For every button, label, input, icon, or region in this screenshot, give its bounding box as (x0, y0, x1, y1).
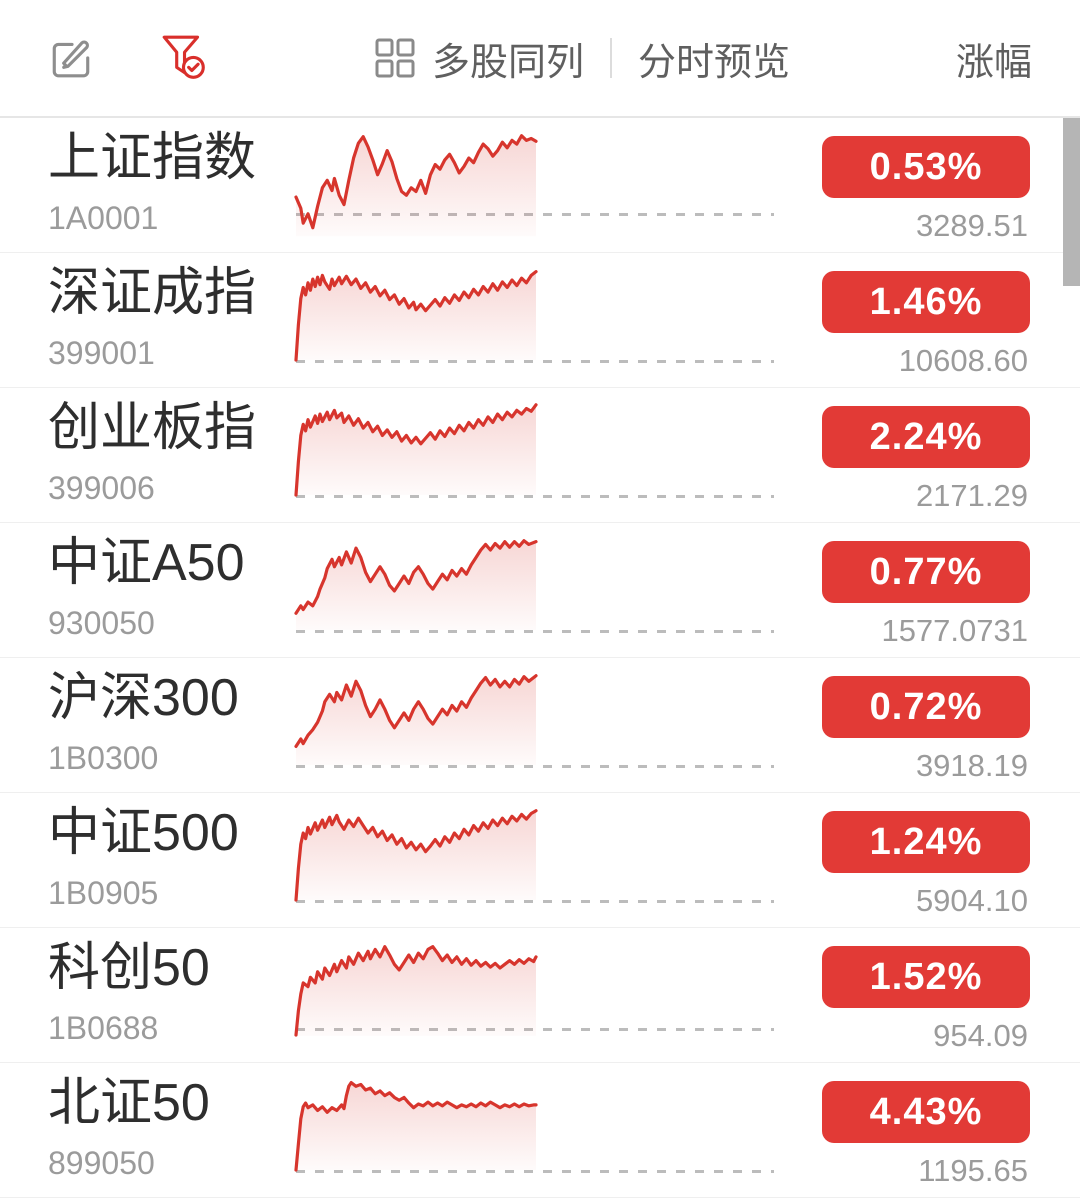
index-name: 科创50 (48, 939, 210, 997)
index-last-value: 1577.0731 (881, 613, 1028, 648)
change-percent-badge[interactable]: 0.77% (822, 541, 1030, 603)
index-last-value: 954.09 (933, 1018, 1028, 1053)
change-percent-badge[interactable]: 2.24% (822, 406, 1030, 468)
baseline-dash-line (296, 1170, 774, 1173)
baseline-dash-line (296, 495, 774, 498)
change-percent-badge[interactable]: 1.52% (822, 946, 1030, 1008)
index-row[interactable]: 科创50 1B0688 1.52% 954.09 (0, 928, 1080, 1063)
index-row[interactable]: 深证成指 399001 1.46% 10608.60 (0, 253, 1080, 388)
index-code: 399006 (48, 470, 155, 506)
change-percent-badge[interactable]: 0.72% (822, 676, 1030, 738)
multi-column-grid-icon (375, 38, 415, 78)
index-code: 899050 (48, 1145, 155, 1181)
index-last-value: 2171.29 (915, 478, 1028, 513)
baseline-dash-line (296, 765, 774, 768)
index-name: 中证A50 (48, 534, 245, 592)
filter-button[interactable] (160, 33, 208, 83)
index-code: 399001 (48, 335, 155, 371)
index-code: 1B0688 (48, 1010, 159, 1046)
toolbar-divider (609, 38, 612, 78)
change-percent-badge[interactable]: 0.53% (822, 136, 1030, 198)
index-row[interactable]: 上证指数 1A0001 0.53% 3289.51 (0, 118, 1080, 253)
baseline-dash-line (296, 630, 774, 633)
index-name: 沪深300 (48, 669, 239, 727)
index-last-value: 1195.65 (918, 1153, 1028, 1188)
sparkline-chart (296, 402, 536, 508)
index-list: 上证指数 1A0001 0.53% 3289.51 深证成指 399001 1.… (0, 118, 1080, 1198)
index-row[interactable]: 北证50 899050 4.43% 1195.65 (0, 1063, 1080, 1198)
index-last-value: 5904.10 (915, 883, 1028, 918)
sparkline-chart (296, 672, 536, 765)
index-name: 中证500 (48, 804, 239, 862)
index-code: 1B0300 (48, 740, 159, 776)
sparkline-chart (296, 1077, 536, 1183)
index-name: 深证成指 (48, 264, 257, 322)
sparkline-chart (296, 132, 536, 237)
intraday-label: 分时预览 (637, 41, 790, 84)
index-last-value: 10608.60 (898, 343, 1028, 378)
index-code: 1B0905 (48, 875, 159, 911)
index-row[interactable]: 中证A50 930050 0.77% 1577.0731 (0, 523, 1080, 658)
index-code: 1A0001 (48, 200, 159, 236)
edit-button[interactable] (48, 35, 94, 81)
sparkline-chart (296, 942, 536, 1048)
change-percent-badge[interactable]: 1.24% (822, 811, 1030, 873)
sort-by-change-button[interactable]: 涨幅 (956, 31, 1032, 86)
sparkline-chart (296, 537, 536, 630)
toolbar: 多股同列 分时预览 涨幅 (0, 0, 1080, 118)
index-code: 930050 (48, 605, 155, 641)
index-row[interactable]: 沪深300 1B0300 0.72% 3918.19 (0, 658, 1080, 793)
scrollbar-thumb[interactable] (1063, 118, 1080, 286)
index-name: 北证50 (48, 1074, 210, 1132)
sparkline-chart (296, 267, 536, 373)
filter-funnel-check-icon (162, 35, 205, 79)
intraday-preview-button[interactable]: 分时预览 (638, 31, 790, 86)
edit-icon (52, 40, 90, 78)
change-percent-badge[interactable]: 4.43% (822, 1081, 1030, 1143)
multi-stock-label: 多股同列 (431, 41, 584, 84)
baseline-dash-line (296, 900, 774, 903)
baseline-dash-line (296, 360, 774, 363)
index-name: 上证指数 (48, 129, 257, 187)
index-last-value: 3918.19 (915, 748, 1028, 783)
index-name: 创业板指 (48, 399, 257, 457)
change-percent-badge[interactable]: 1.46% (822, 271, 1030, 333)
toolbar-center: 多股同列 分时预览 (208, 31, 956, 86)
sparkline-chart (296, 807, 536, 913)
multi-stock-columns-button[interactable]: 多股同列 (374, 31, 584, 86)
index-row[interactable]: 创业板指 399006 2.24% 2171.29 (0, 388, 1080, 523)
index-row[interactable]: 中证500 1B0905 1.24% 5904.10 (0, 793, 1080, 928)
index-last-value: 3289.51 (915, 208, 1028, 243)
